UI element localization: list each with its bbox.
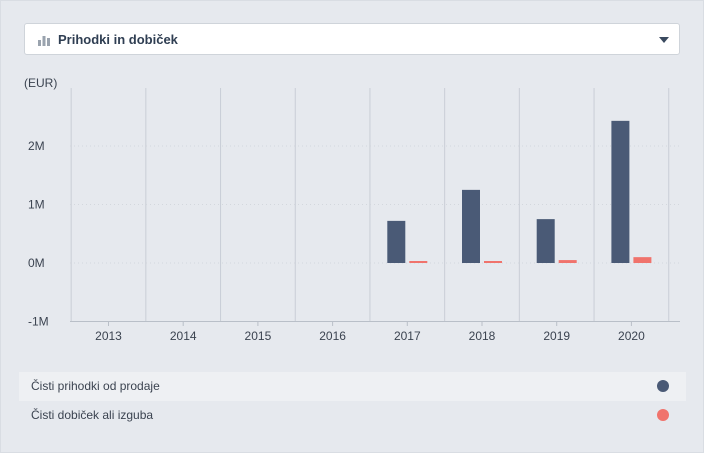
y-axis-ticks: -1M 0M 1M 2M: [28, 139, 49, 329]
bar-revenue[interactable]: [611, 120, 630, 263]
y-tick-label: 1M: [28, 198, 45, 212]
y-tick-label: -1M: [28, 315, 49, 329]
chart-bars: [387, 120, 652, 263]
chart-selector-label: Prihodki in dobiček: [58, 32, 178, 47]
x-tick-label: 2020: [618, 329, 645, 343]
x-tick-label: 2017: [394, 329, 421, 343]
chevron-down-icon[interactable]: [659, 37, 669, 43]
bar-profit[interactable]: [409, 261, 428, 263]
legend-label-revenue: Čisti prihodki od prodaje: [31, 379, 160, 393]
x-axis-ticks: 2013 2014 2015 2016 2017 2018 2019 2020: [95, 321, 645, 343]
chart-grid: [70, 88, 680, 322]
bar-profit[interactable]: [484, 261, 502, 263]
x-tick-label: 2018: [469, 329, 496, 343]
x-tick-label: 2015: [245, 329, 272, 343]
bar-chart-icon: [38, 36, 50, 46]
legend-item-revenue[interactable]: Čisti prihodki od prodaje: [19, 372, 686, 401]
y-tick-label: 0M: [28, 256, 45, 270]
x-tick-label: 2019: [543, 329, 570, 343]
bar-profit[interactable]: [558, 260, 577, 263]
bar-revenue[interactable]: [462, 189, 480, 263]
chart-selector-dropdown[interactable]: Prihodki in dobiček: [24, 23, 680, 55]
legend-item-profit[interactable]: Čisti dobiček ali izguba: [19, 401, 686, 430]
bar-revenue[interactable]: [536, 219, 555, 263]
bar-profit[interactable]: [633, 257, 652, 263]
y-unit-label: (EUR): [24, 76, 57, 90]
x-tick-label: 2014: [170, 329, 197, 343]
legend-label-profit: Čisti dobiček ali izguba: [31, 408, 154, 422]
y-tick-label: 2M: [28, 139, 45, 153]
legend-marker-profit: [657, 409, 669, 421]
x-tick-label: 2013: [95, 329, 122, 343]
legend-marker-revenue: [657, 380, 669, 392]
x-tick-label: 2016: [319, 329, 346, 343]
bar-revenue[interactable]: [387, 220, 406, 263]
bar-chart: (EUR) -1M 0M 1M 2M 2013 2014 2015 2016 2017 2018…: [24, 76, 680, 343]
